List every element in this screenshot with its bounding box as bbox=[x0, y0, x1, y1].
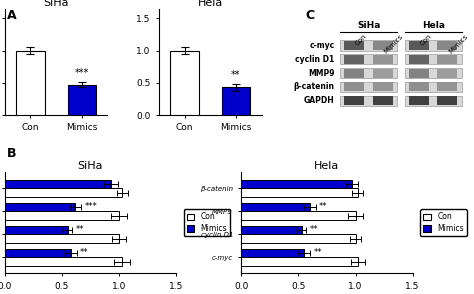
Text: cyclin D1: cyclin D1 bbox=[295, 55, 335, 64]
Bar bbox=[373, 41, 393, 50]
Bar bbox=[222, 87, 250, 115]
Bar bbox=[241, 257, 358, 266]
Bar bbox=[340, 68, 397, 78]
Title: SiHa: SiHa bbox=[43, 0, 69, 8]
Bar bbox=[438, 82, 457, 91]
Bar bbox=[405, 68, 462, 78]
Bar bbox=[340, 96, 397, 106]
Bar bbox=[340, 82, 397, 92]
Bar bbox=[5, 180, 111, 188]
Bar bbox=[405, 41, 462, 51]
Legend: Con, Mimics: Con, Mimics bbox=[420, 209, 467, 236]
Bar bbox=[241, 248, 304, 257]
Bar bbox=[340, 41, 397, 51]
Text: A: A bbox=[7, 9, 17, 22]
Bar bbox=[409, 96, 429, 105]
Text: B: B bbox=[7, 147, 17, 160]
Bar bbox=[345, 55, 365, 64]
Bar bbox=[5, 203, 75, 211]
Text: MMP9: MMP9 bbox=[308, 69, 335, 78]
Text: Con: Con bbox=[419, 33, 433, 47]
Text: **: ** bbox=[310, 225, 319, 234]
Text: C: C bbox=[306, 9, 315, 22]
Bar bbox=[373, 55, 393, 64]
Bar bbox=[16, 51, 45, 115]
Bar bbox=[438, 96, 457, 105]
Bar bbox=[170, 51, 199, 115]
Text: GAPDH: GAPDH bbox=[304, 96, 335, 105]
Bar bbox=[438, 41, 457, 50]
Bar bbox=[438, 69, 457, 78]
Bar bbox=[241, 225, 302, 234]
Text: **: ** bbox=[313, 248, 322, 258]
Bar bbox=[5, 225, 67, 234]
Bar bbox=[345, 69, 365, 78]
Bar bbox=[373, 82, 393, 91]
Bar bbox=[5, 248, 71, 257]
Bar bbox=[405, 82, 462, 92]
Bar bbox=[5, 257, 122, 266]
Bar bbox=[405, 54, 462, 64]
Text: SiHa: SiHa bbox=[357, 21, 380, 30]
Bar bbox=[241, 234, 356, 243]
Bar bbox=[241, 188, 358, 197]
Text: **: ** bbox=[231, 70, 241, 80]
Text: Mimics: Mimics bbox=[447, 33, 469, 55]
Text: c-myc: c-myc bbox=[309, 41, 335, 50]
Title: SiHa: SiHa bbox=[78, 161, 103, 171]
Bar bbox=[409, 41, 429, 50]
Bar bbox=[5, 211, 119, 220]
Bar bbox=[241, 180, 352, 188]
Text: **: ** bbox=[75, 225, 84, 234]
Bar bbox=[345, 41, 365, 50]
Bar bbox=[5, 188, 122, 197]
Bar bbox=[373, 96, 393, 105]
Bar bbox=[5, 234, 119, 243]
Text: Hela: Hela bbox=[422, 21, 445, 30]
Bar bbox=[345, 82, 365, 91]
Text: ***: *** bbox=[85, 203, 97, 211]
Bar bbox=[345, 96, 365, 105]
Bar bbox=[409, 82, 429, 91]
Text: ***: *** bbox=[75, 69, 89, 78]
Title: Hela: Hela bbox=[198, 0, 223, 8]
Bar bbox=[68, 85, 96, 115]
Legend: Con, Mimics: Con, Mimics bbox=[184, 209, 230, 236]
Bar bbox=[241, 203, 310, 211]
Bar bbox=[405, 96, 462, 106]
Text: Mimics: Mimics bbox=[383, 33, 404, 55]
Bar bbox=[438, 55, 457, 64]
Bar bbox=[373, 69, 393, 78]
Text: β-catenin: β-catenin bbox=[293, 82, 335, 91]
Text: **: ** bbox=[80, 248, 89, 258]
Text: Con: Con bbox=[355, 33, 368, 47]
Bar bbox=[409, 69, 429, 78]
Bar bbox=[241, 211, 356, 220]
Text: **: ** bbox=[319, 203, 328, 211]
Bar bbox=[409, 55, 429, 64]
Title: Hela: Hela bbox=[314, 161, 339, 171]
Bar bbox=[340, 54, 397, 64]
